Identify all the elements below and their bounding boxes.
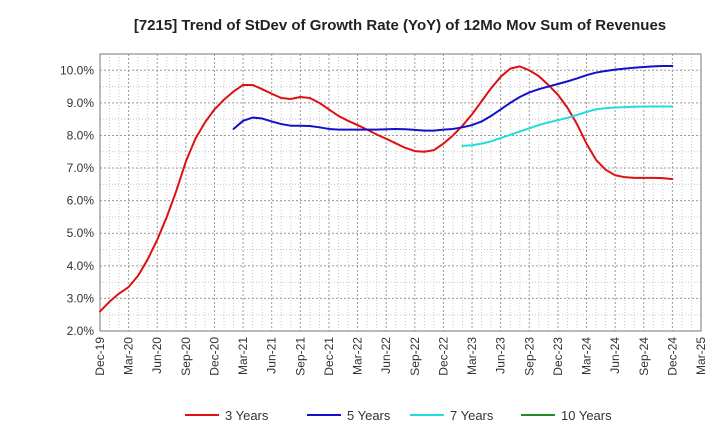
y-tick-label: 2.0% bbox=[67, 324, 95, 338]
x-tick-label: Mar-23 bbox=[465, 337, 479, 375]
plot-frame bbox=[99, 53, 702, 332]
legend-label: 3 Years bbox=[225, 408, 269, 423]
x-tick-label: Dec-19 bbox=[93, 337, 107, 376]
legend-label: 7 Years bbox=[450, 408, 494, 423]
y-tick-label: 5.0% bbox=[67, 226, 95, 240]
series-layer bbox=[99, 65, 674, 313]
series-line-3-years bbox=[99, 65, 674, 313]
x-axis: Dec-19 Mar-20 Jun-20 Sep-20 Dec-20 Mar-21 Jun-… bbox=[93, 337, 708, 376]
x-tick-label: Jun-22 bbox=[379, 337, 393, 374]
series-line-7-years bbox=[461, 105, 674, 147]
x-tick-label: Jun-24 bbox=[608, 337, 622, 374]
x-tick-label: Sep-21 bbox=[293, 337, 307, 376]
legend-label: 10 Years bbox=[561, 408, 612, 423]
legend-label: 5 Years bbox=[347, 408, 391, 423]
x-tick-label: Mar-21 bbox=[236, 337, 250, 375]
x-tick-label: Jun-20 bbox=[150, 337, 164, 374]
y-tick-label: 4.0% bbox=[67, 259, 95, 273]
plot-border bbox=[99, 53, 702, 332]
legend: 3 Years 5 Years 7 Years 10 Years bbox=[185, 408, 612, 423]
y-tick-label: 9.0% bbox=[67, 96, 95, 110]
x-tick-label: Sep-23 bbox=[522, 337, 536, 376]
x-tick-label: Mar-24 bbox=[580, 337, 594, 375]
x-tick-label: Dec-22 bbox=[436, 337, 450, 376]
x-tick-label: Jun-23 bbox=[494, 337, 508, 374]
x-tick-label: Sep-20 bbox=[179, 337, 193, 376]
x-tick-label: Dec-20 bbox=[207, 337, 221, 376]
y-tick-label: 10.0% bbox=[60, 63, 94, 77]
y-axis: 2.0% 3.0% 4.0% 5.0% 6.0% 7.0% 8.0% 9.0% 10.0% bbox=[60, 63, 94, 338]
x-tick-label: Jun-21 bbox=[265, 337, 279, 374]
x-tick-label: Dec-21 bbox=[322, 337, 336, 376]
series-line-5-years bbox=[232, 65, 674, 132]
y-tick-label: 7.0% bbox=[67, 161, 95, 175]
x-tick-label: Dec-24 bbox=[665, 337, 679, 376]
x-tick-label: Mar-22 bbox=[351, 337, 365, 375]
y-tick-label: 6.0% bbox=[67, 194, 95, 208]
x-tick-label: Dec-23 bbox=[551, 337, 565, 376]
y-tick-label: 8.0% bbox=[67, 128, 95, 142]
x-tick-label: Mar-20 bbox=[122, 337, 136, 375]
x-tick-label: Mar-25 bbox=[694, 337, 708, 375]
x-tick-label: Sep-22 bbox=[408, 337, 422, 376]
grid bbox=[99, 53, 702, 332]
y-tick-label: 3.0% bbox=[67, 291, 95, 305]
chart-title: [7215] Trend of StDev of Growth Rate (Yo… bbox=[134, 17, 666, 34]
x-tick-label: Sep-24 bbox=[637, 337, 651, 376]
